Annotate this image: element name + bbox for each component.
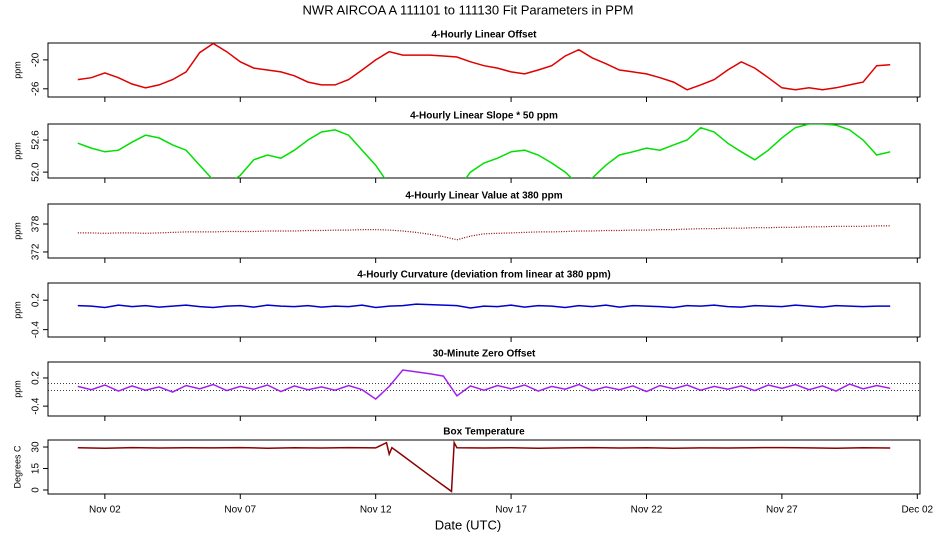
panel-title: Box Temperature — [443, 427, 525, 438]
panel-frame — [47, 42, 921, 98]
y-axis-label: ppm — [12, 142, 22, 160]
panel-title: 4-Hourly Linear Slope * 50 ppm — [410, 111, 558, 122]
y-axis-label: ppm — [12, 61, 22, 79]
panel-title: 4-Hourly Linear Value at 380 ppm — [405, 191, 562, 202]
x-tick-label: Nov 07 — [224, 505, 256, 516]
data-line — [77, 43, 891, 91]
data-line — [77, 303, 891, 309]
y-tick-label: 15 — [31, 463, 42, 475]
x-tick-label: Dec 02 — [901, 505, 933, 516]
y-axis-label: ppm — [12, 222, 22, 240]
y-tick-label: 30 — [31, 441, 42, 453]
panel-title: 4-Hourly Curvature (deviation from linea… — [357, 270, 610, 281]
y-tick-label: 378 — [31, 215, 42, 232]
x-tick-label: Nov 27 — [766, 505, 798, 516]
y-tick-label: 0 — [31, 487, 42, 493]
y-axis-label: Degrees C — [12, 445, 22, 489]
chart-title: NWR AIRCOA A 111101 to 111130 Fit Parame… — [303, 2, 634, 17]
panel-frame — [47, 439, 921, 495]
plot-area — [77, 303, 891, 309]
y-tick-label: 372 — [31, 243, 42, 260]
plot-area — [77, 225, 891, 241]
data-line — [77, 225, 891, 241]
plot-area — [77, 43, 891, 91]
y-axis-label: ppm — [12, 380, 22, 398]
x-tick-label: Nov 17 — [495, 505, 527, 516]
y-tick-label: 0.2 — [31, 293, 42, 307]
x-axis-label: Date (UTC) — [435, 517, 501, 532]
y-tick-label: -26 — [31, 81, 42, 96]
data-line — [77, 124, 891, 178]
plot-area — [77, 440, 891, 493]
plot-area — [48, 369, 920, 401]
x-tick-label: Nov 12 — [360, 505, 392, 516]
panel-frame — [47, 203, 921, 259]
panel-frame — [47, 123, 921, 179]
panel-title: 4-Hourly Linear Offset — [431, 30, 537, 41]
panel-title: 30-Minute Zero Offset — [433, 349, 536, 360]
y-tick-label: -0.4 — [31, 397, 42, 415]
data-line — [77, 440, 891, 493]
y-axis-label: ppm — [12, 301, 22, 319]
plot-area — [77, 124, 891, 178]
y-tick-label: -0.4 — [31, 321, 42, 339]
data-line — [77, 369, 891, 401]
x-tick-label: Nov 22 — [631, 505, 663, 516]
y-tick-label: 0.2 — [31, 371, 42, 385]
y-tick-label: 52.6 — [31, 130, 42, 150]
panel-frame — [47, 282, 921, 338]
y-tick-label: 52.0 — [31, 162, 42, 182]
x-tick-label: Nov 02 — [89, 505, 121, 516]
panel-frame — [47, 361, 921, 417]
y-tick-label: -20 — [31, 52, 42, 67]
